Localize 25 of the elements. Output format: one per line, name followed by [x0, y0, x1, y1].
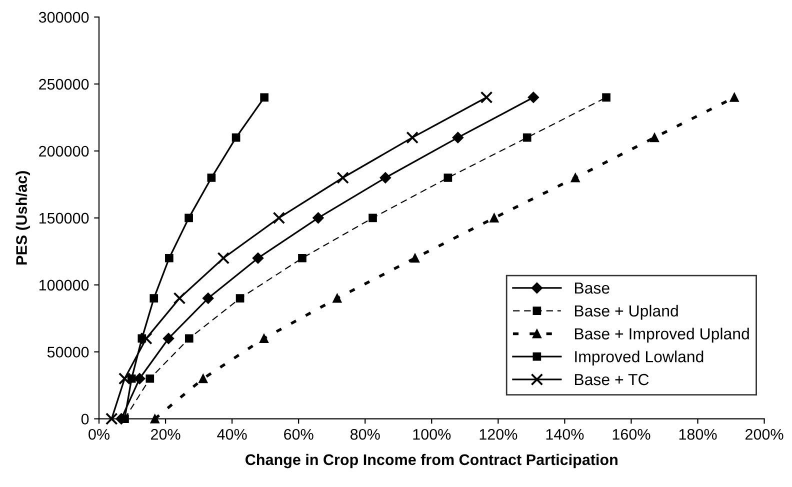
x-tick-label: 20%: [151, 428, 180, 440]
x-tick-label: 40%: [217, 428, 247, 440]
y-tick-label: 50000: [47, 346, 89, 358]
y-tick-label: 200000: [39, 146, 89, 157]
x-tick-label: 60%: [284, 428, 314, 440]
x-tick-label: 0%: [88, 428, 110, 440]
x-axis-title: Change in Crop Income from Contract Participation: [246, 454, 618, 468]
x-tick-label: 120%: [480, 428, 518, 440]
x-tick-label: 160%: [612, 428, 650, 440]
x-tick-label: 100%: [413, 428, 451, 440]
y-tick-label: 0: [81, 414, 89, 425]
legend-label: Base: [574, 282, 610, 294]
legend-label: Improved Lowland: [575, 350, 704, 366]
x-tick-label: 80%: [350, 428, 380, 440]
x-tick-label: 140%: [546, 428, 584, 440]
y-axis-title: PES (Ush/ac): [16, 171, 30, 264]
y-tick-label: 150000: [39, 212, 89, 224]
x-tick-label: 180%: [679, 428, 717, 440]
y-tick-label: 300000: [38, 12, 89, 23]
legend-label: Base + Improved Upland: [574, 328, 749, 343]
y-tick-label: 250000: [39, 78, 89, 90]
x-tick-label: 200%: [746, 428, 784, 440]
legend-label: Base + Upland: [574, 304, 678, 320]
legend-label: Base + TC: [574, 374, 649, 386]
y-tick-label: 100000: [39, 280, 89, 291]
